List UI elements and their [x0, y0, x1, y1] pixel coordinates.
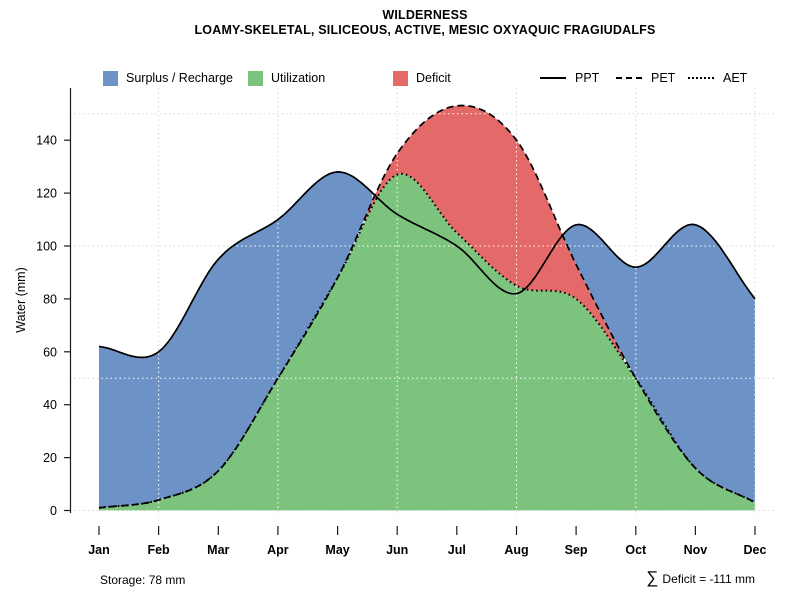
- legend-swatch-icon: [103, 70, 118, 86]
- legend-label: AET: [723, 71, 748, 85]
- chart-title: WILDERNESS: [382, 8, 468, 22]
- aet-curve: [98, 172, 756, 509]
- x-tick-label: Sep: [565, 543, 588, 557]
- x-tick-label: Jun: [386, 543, 408, 557]
- legend-swatch-icon: [393, 70, 408, 86]
- x-tick-label: Apr: [267, 543, 289, 557]
- dotted-line-sample-icon: [688, 77, 714, 79]
- sigma-icon: ∑: [646, 568, 659, 587]
- y-tick-label: 0: [50, 504, 57, 518]
- x-tick-label: Feb: [147, 543, 170, 557]
- y-tick-label: 120: [36, 187, 57, 201]
- deficit-text: Deficit = -111 mm: [662, 572, 755, 586]
- x-tick-label: Jan: [88, 543, 110, 557]
- y-tick-label: 60: [43, 345, 57, 359]
- legend-label: Surplus / Recharge: [126, 71, 234, 85]
- x-tick-label: May: [325, 543, 349, 557]
- x-tick-label: Mar: [207, 543, 229, 557]
- surplus-area: [99, 171, 373, 508]
- x-tick-label: Nov: [684, 543, 708, 557]
- legend-label: PPT: [575, 71, 600, 85]
- legend-fill-2: Deficit: [393, 69, 451, 87]
- legend-line-2: AET: [688, 69, 747, 87]
- legend-line-0: PPT: [540, 69, 599, 87]
- solid-line-sample-icon: [540, 77, 566, 79]
- dashed-line-sample-icon: [616, 77, 642, 79]
- legend-line-1: PET: [616, 69, 675, 87]
- surplus-area: [563, 224, 755, 503]
- deficit-area: [364, 105, 624, 360]
- legend-swatch-icon: [248, 70, 263, 86]
- legend-label: Deficit: [416, 71, 451, 85]
- chart-subtitle: LOAMY-SKELETAL, SILICEOUS, ACTIVE, MESIC…: [194, 23, 656, 37]
- x-tick-label: Jul: [448, 543, 466, 557]
- axis-ticks: [64, 139, 756, 535]
- storage-annotation: Storage: 78 mm: [100, 573, 186, 587]
- x-tick-label: Oct: [625, 543, 647, 557]
- x-tick-label: Dec: [744, 543, 767, 557]
- utilization-area: [99, 173, 755, 511]
- ppt-curve: [98, 171, 756, 359]
- x-tick-label: Aug: [504, 543, 528, 557]
- legend-fill-1: Utilization: [248, 69, 325, 87]
- y-tick-label: 80: [43, 292, 57, 306]
- y-tick-label: 40: [43, 398, 57, 412]
- legend-label: PET: [651, 71, 676, 85]
- deficit-annotation: ∑ Deficit = -111 mm: [646, 568, 755, 589]
- y-tick-label: 140: [36, 134, 57, 148]
- legend-label: Utilization: [271, 71, 326, 85]
- legend-fill-0: Surplus / Recharge: [103, 69, 233, 87]
- y-tick-label: 100: [36, 240, 57, 254]
- y-tick-label: 20: [43, 451, 57, 465]
